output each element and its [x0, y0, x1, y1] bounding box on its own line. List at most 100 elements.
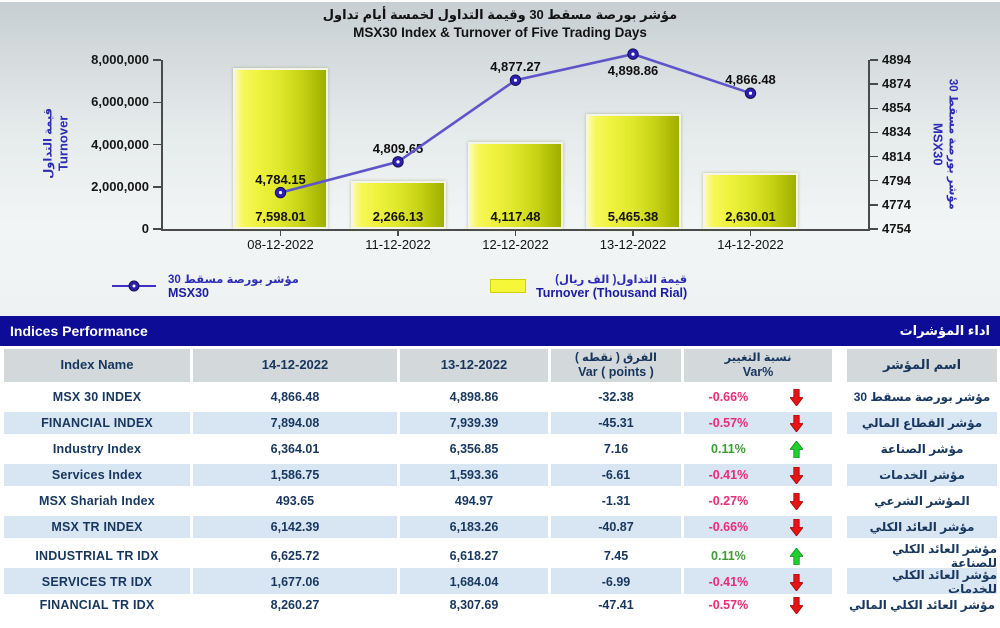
index-name-arabic-cell: مؤشر العائد الكلي المالي [847, 594, 997, 616]
msx30-value-label: 4,784.15 [255, 171, 306, 187]
right-axis-tick [870, 179, 878, 182]
var-points-cell: -1.31 [551, 490, 681, 512]
legend-entry-turnover: قيمة التداول( الف ريال) Turnover (Thousa… [490, 272, 687, 300]
msx30-value-label: 4,809.65 [372, 140, 424, 156]
date-label: 12-12-2022 [482, 237, 549, 252]
column-spacer [835, 386, 844, 408]
var-percent-cell: -0.57% [684, 594, 832, 616]
var-percent-value: -0.66% [708, 520, 749, 534]
msx30-value-label: 4,877.27 [490, 59, 541, 75]
value-14-12-2022-cell: 8,260.27 [193, 594, 397, 616]
down-arrow-icon [789, 573, 803, 591]
right-axis-tick [870, 59, 878, 61]
x-axis-tick [514, 231, 517, 236]
value-13-12-2022-cell: 4,898.86 [400, 386, 548, 408]
index-name-cell: MSX Shariah Index [4, 490, 190, 512]
left-axis-tick-label: 4,000,000 [91, 136, 149, 152]
var-percent-value: -0.57% [708, 598, 749, 612]
right-axis-tick-label: 4834 [882, 124, 911, 140]
chart-title-english: MSX30 Index & Turnover of Five Trading D… [353, 25, 647, 40]
down-arrow-icon [789, 466, 803, 484]
up-arrow-icon [789, 440, 803, 458]
header-var-percent-english: Var% [742, 364, 774, 379]
chart-title-arabic: مؤشر بورصة مسقط 30 وقيمة التداول لخمسة أ… [322, 7, 678, 22]
index-name-arabic-cell: مؤشر الصناعة [847, 438, 997, 460]
value-13-12-2022-cell: 494.97 [400, 490, 548, 512]
direction-arrow [773, 440, 832, 458]
value-13-12-2022-cell: 8,307.69 [400, 594, 548, 616]
legend-msx30-english: MSX30 [168, 286, 209, 300]
header-var-points-arabic: الفرق ( نقطه ) [575, 352, 657, 365]
table-row: MSX Shariah Index 493.65 494.97 -1.31 -0.27%… [4, 490, 997, 512]
x-axis-tick [632, 231, 634, 236]
date-label: 11-12-2022 [365, 237, 431, 252]
table-row: MSX 30 INDEX 4,866.48 4,898.86 -32.38 -0.66%… [4, 386, 997, 408]
table-header-row: Index Name 14-12-2022 13-12-2022 الفرق (… [4, 349, 997, 382]
date-label: 08-12-2022 [247, 237, 314, 252]
right-axis-tick [870, 204, 878, 206]
value-14-12-2022-cell: 6,364.01 [193, 438, 397, 460]
table-title-bar: Indices Performance اداء المؤشرات [0, 316, 1000, 346]
legend-msx30-labels: مؤشر بورصة مسقط 30 MSX30 [168, 272, 299, 300]
bottom-axis-line [161, 229, 870, 231]
index-name-cell: Services Index [4, 464, 190, 486]
left-axis-tick-label: 0 [141, 221, 149, 236]
header-index-name-label: Index Name [60, 357, 134, 373]
direction-arrow [773, 547, 832, 565]
chart-section: مؤشر بورصة مسقط 30 وقيمة التداول لخمسة أ… [0, 0, 1000, 318]
left-axis-tick [153, 59, 161, 61]
table-title-english: Indices Performance [10, 323, 148, 339]
x-axis-tick [279, 231, 282, 236]
table-title-arabic: اداء المؤشرات [899, 323, 990, 338]
right-axis-tick [870, 131, 878, 134]
left-axis-tick [153, 101, 161, 103]
var-points-cell: 7.16 [551, 438, 681, 460]
index-name-arabic-cell: مؤشر الخدمات [847, 464, 997, 486]
var-percent-cell: 0.11% [684, 542, 832, 570]
header-var-points-english: Var ( points ) [578, 364, 654, 379]
index-name-cell: FINANCIAL TR IDX [4, 594, 190, 616]
value-13-12-2022-cell: 1,593.36 [400, 464, 548, 486]
table-row: INDUSTRIAL TR IDX 6,625.72 6,618.27 7.45 0.1… [4, 542, 997, 570]
left-axis-tick-label: 6,000,000 [91, 94, 149, 110]
right-axis-tick [870, 83, 878, 85]
index-name-arabic-cell: مؤشر العائد الكلي للخدمات [847, 568, 997, 596]
turnover-bar [233, 68, 328, 229]
var-percent-value: -0.57% [708, 416, 749, 430]
var-percent-cell: -0.27% [684, 490, 832, 512]
var-percent-value: -0.41% [708, 575, 749, 589]
header-index-name-arabic-label: اسم المؤشر [882, 357, 962, 373]
turnover-value-label: 5,465.38 [607, 209, 659, 224]
index-name-arabic-cell: مؤشر العائد الكلي للصناعة [847, 542, 997, 570]
value-14-12-2022-cell: 493.65 [193, 490, 397, 512]
var-percent-cell: 0.11% [684, 438, 832, 460]
legend-turnover-english: Turnover (Thousand Rial) [536, 286, 688, 300]
var-percent-value: -0.41% [708, 468, 749, 482]
legend-entry-msx30: مؤشر بورصة مسقط 30 MSX30 [110, 272, 299, 300]
value-13-12-2022-cell: 7,939.39 [400, 412, 548, 434]
header-var-percent: نسبة التغيير Var% [684, 349, 832, 382]
index-name-cell: MSX TR INDEX [4, 516, 190, 538]
left-axis-tick [153, 186, 161, 188]
header-date-14-label: 14-12-2022 [261, 357, 329, 373]
value-14-12-2022-cell: 1,677.06 [193, 568, 397, 596]
direction-arrow [773, 466, 832, 484]
down-arrow-icon [789, 492, 803, 510]
table-body: MSX 30 INDEX 4,866.48 4,898.86 -32.38 -0.66%… [4, 386, 997, 620]
left-axis-tick [153, 228, 161, 230]
table-row: FINANCIAL INDEX 7,894.08 7,939.39 -45.31 -0.… [4, 412, 997, 434]
value-13-12-2022-cell: 6,183.26 [400, 516, 548, 538]
header-index-name: Index Name [4, 349, 190, 382]
left-axis-line [161, 60, 163, 231]
column-spacer [835, 594, 844, 616]
value-14-12-2022-cell: 6,142.39 [193, 516, 397, 538]
table-row: Services Index 1,586.75 1,593.36 -6.61 -0.41… [4, 464, 997, 486]
value-13-12-2022-cell: 6,618.27 [400, 542, 548, 570]
bar-swatch-icon [490, 279, 526, 293]
down-arrow-icon [789, 518, 803, 536]
turnover-value-label: 4,117.48 [490, 209, 541, 224]
msx30-value-label: 4,898.86 [607, 63, 659, 79]
right-axis-tick [870, 107, 878, 110]
x-axis-tick [397, 231, 399, 236]
